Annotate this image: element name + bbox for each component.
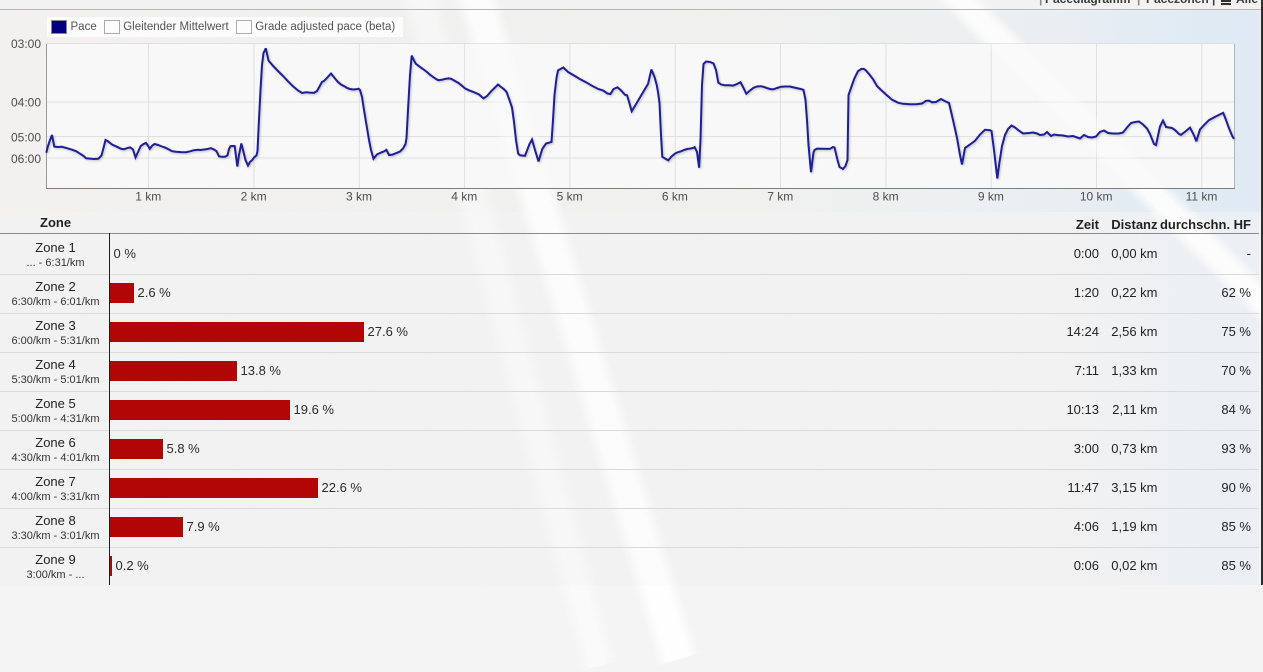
- svg-text:7 km: 7 km: [767, 190, 793, 204]
- svg-text:5 km: 5 km: [557, 190, 583, 204]
- svg-text:2 km: 2 km: [241, 190, 267, 204]
- svg-text:6 km: 6 km: [662, 190, 688, 204]
- svg-text:11 km: 11 km: [1186, 190, 1218, 204]
- svg-text:04:00: 04:00: [11, 95, 41, 109]
- svg-text:9 km: 9 km: [978, 190, 1004, 204]
- svg-text:05:00: 05:00: [11, 131, 41, 145]
- svg-text:03:00: 03:00: [11, 37, 41, 51]
- svg-text:06:00: 06:00: [11, 152, 41, 166]
- svg-text:3 km: 3 km: [346, 190, 372, 204]
- svg-text:4 km: 4 km: [451, 190, 477, 204]
- svg-text:10 km: 10 km: [1080, 190, 1113, 204]
- svg-text:1 km: 1 km: [135, 190, 161, 204]
- svg-text:8 km: 8 km: [873, 190, 899, 204]
